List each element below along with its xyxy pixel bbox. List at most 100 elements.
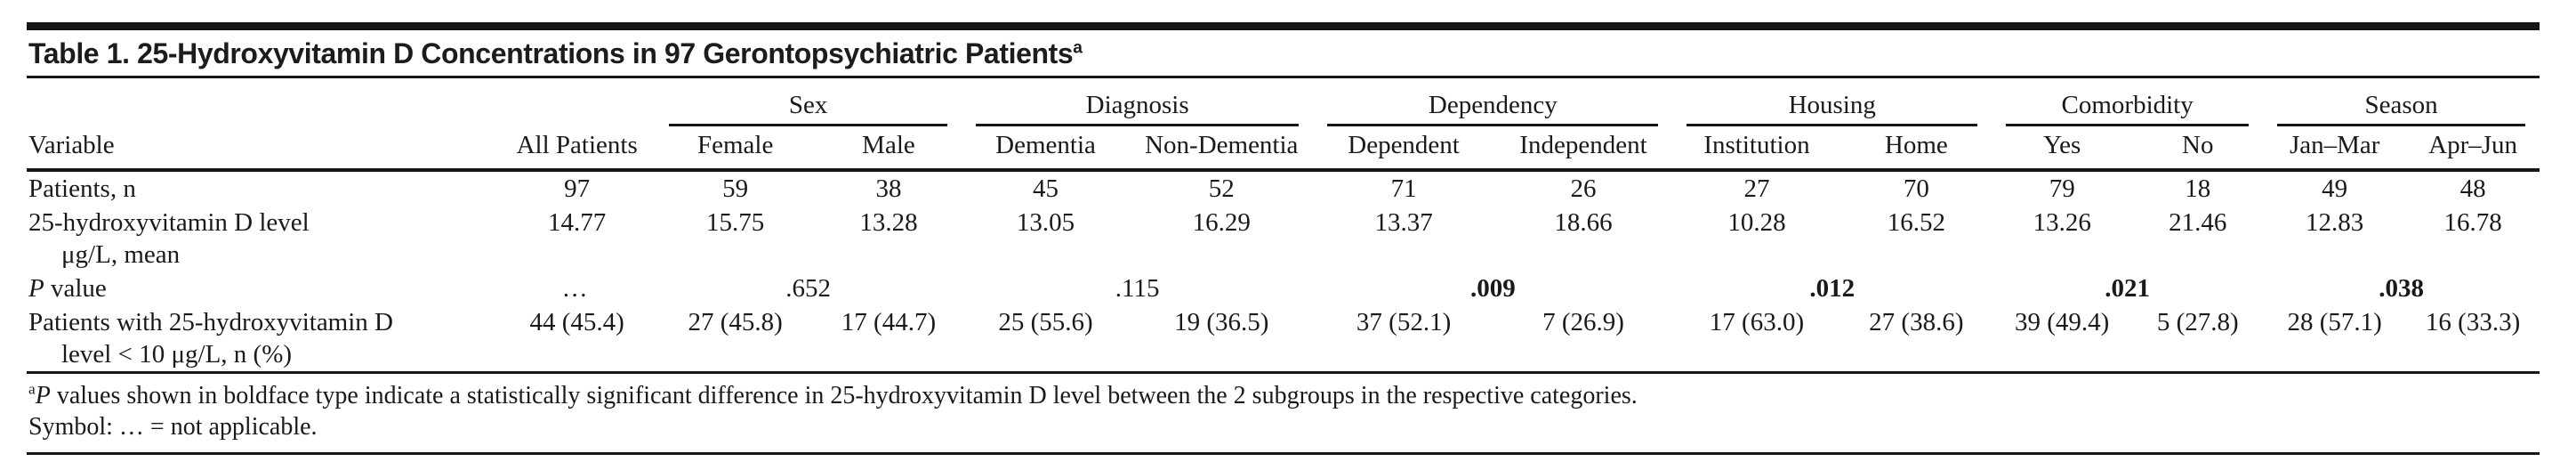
footnote-a-text: values shown in boldface type indicate a… <box>50 382 1638 409</box>
table-cell: 28 (57.1) <box>2287 308 2382 336</box>
table-title-superscript: a <box>1073 38 1083 58</box>
group-label-comorbidity: Comorbidity <box>2006 91 2250 126</box>
row-label: Patients, n <box>28 174 136 203</box>
column-header-no: No <box>2132 126 2264 172</box>
row-label-line1: 25-hydroxyvitamin D level <box>28 208 310 237</box>
footnote-symbol: Symbol: … = not applicable. <box>28 413 318 441</box>
footnotes: aP values shown in boldface type indicat… <box>27 374 2540 455</box>
table-cell: 13.05 <box>1016 208 1075 237</box>
table-cell: 13.37 <box>1374 208 1433 237</box>
table-cell: 97 <box>564 174 591 203</box>
table-cell: 12.83 <box>2306 208 2364 237</box>
p-label-rest: value <box>44 274 107 303</box>
column-header-jan-mar: Jan–Mar <box>2263 126 2407 172</box>
column-header-female: Female <box>655 126 817 172</box>
table-cell: 17 (44.7) <box>841 308 937 336</box>
table-cell: 13.28 <box>859 208 918 237</box>
table-cell: 14.77 <box>548 208 607 237</box>
table-cell: 45 <box>1033 174 1059 203</box>
table-cell: 26 <box>1570 174 1597 203</box>
table-cell: 52 <box>1208 174 1235 203</box>
group-header-season: Season <box>2263 78 2540 126</box>
table-cell: 27 <box>1743 174 1770 203</box>
table-cell: 79 <box>2049 174 2075 203</box>
table-cell: 71 <box>1390 174 1417 203</box>
table-cell: 27 (45.8) <box>688 308 783 336</box>
column-header-dementia: Dementia <box>961 126 1131 172</box>
table-cell: 25 (55.6) <box>998 308 1093 336</box>
table-cell: 18 <box>2185 174 2211 203</box>
footnote-p-italic: P <box>35 382 51 409</box>
column-header-institution: Institution <box>1672 126 1841 172</box>
table-cell: 48 <box>2459 174 2486 203</box>
table-cell: 18.66 <box>1554 208 1613 237</box>
group-header-dependency: Dependency <box>1313 78 1672 126</box>
table-row-vitd-level: 25-hydroxyvitamin D level μg/L, mean 14.… <box>27 206 2540 271</box>
group-label-dependency: Dependency <box>1327 91 1659 126</box>
group-label-sex: Sex <box>669 91 947 126</box>
table-cell: 19 (36.5) <box>1174 308 1269 336</box>
table-cell: 5 (27.8) <box>2156 308 2239 336</box>
column-header-non-dementia: Non-Dementia <box>1130 126 1314 172</box>
p-value-housing: .012 <box>1809 274 1856 303</box>
table-title: Table 1. 25-Hydroxyvitamin D Concentrati… <box>27 30 2540 78</box>
table-header: Sex Diagnosis Dependency Housing Comorbi… <box>27 78 2540 172</box>
group-header-row: Sex Diagnosis Dependency Housing Comorbi… <box>27 78 2540 126</box>
column-header-dependent: Dependent <box>1313 126 1494 172</box>
table-cell: 37 (52.1) <box>1356 308 1452 336</box>
p-value-dependency: .009 <box>1469 274 1516 303</box>
table-cell: 15.75 <box>706 208 765 237</box>
table-cell: 16.52 <box>1887 208 1945 237</box>
p-value-diagnosis: .115 <box>1115 274 1160 303</box>
table-cell: 70 <box>1903 174 1929 203</box>
table-cell: 17 (63.0) <box>1709 308 1805 336</box>
table-cell: 16.78 <box>2443 208 2502 237</box>
group-label-season: Season <box>2277 91 2525 126</box>
row-label-line2: level < 10 μg/L, n (%) <box>61 340 293 369</box>
group-header-comorbidity: Comorbidity <box>1992 78 2263 126</box>
table-cell: … <box>561 274 592 303</box>
column-header-yes: Yes <box>1992 126 2133 172</box>
row-label: P value <box>27 271 499 305</box>
table-cell: 16.29 <box>1192 208 1251 237</box>
row-label-line2: μg/L, mean <box>61 240 181 269</box>
table-row-p-value: P value … .652 .115 .009 .012 .021 .038 <box>27 271 2540 305</box>
column-header-male: Male <box>816 126 962 172</box>
paper-table-panel: Table 1. 25-Hydroxyvitamin D Concentrati… <box>27 22 2540 455</box>
table-cell: 49 <box>2322 174 2348 203</box>
column-header-apr-jun: Apr–Jun <box>2406 126 2540 172</box>
column-header-row: Variable All Patients Female Male Dement… <box>27 126 2540 172</box>
group-header-spacer-all-patients <box>499 78 655 126</box>
column-header-variable: Variable <box>27 126 500 172</box>
table-title-text: Table 1. 25-Hydroxyvitamin D Concentrati… <box>28 37 1074 69</box>
footnote-a: aP values shown in boldface type indicat… <box>28 380 2540 411</box>
table-cell: 38 <box>875 174 902 203</box>
row-label: 25-hydroxyvitamin D level μg/L, mean <box>27 206 499 271</box>
footnote-marker: a <box>28 380 36 398</box>
column-header-all-patients: All Patients <box>499 126 656 172</box>
table-cell: 13.26 <box>2033 208 2091 237</box>
table-cell: 44 (45.4) <box>529 308 624 336</box>
row-label: Patients with 25-hydroxyvitamin D level … <box>27 305 499 373</box>
table-cell: 7 (26.9) <box>1542 308 1624 336</box>
group-label-housing: Housing <box>1686 91 1978 126</box>
group-header-housing: Housing <box>1672 78 1992 126</box>
group-header-diagnosis: Diagnosis <box>962 78 1313 126</box>
p-value-comorbidity: .021 <box>2105 274 2150 303</box>
table-cell: 39 (49.4) <box>2015 308 2110 336</box>
p-italic: P <box>28 274 44 303</box>
column-header-independent: Independent <box>1493 126 1673 172</box>
top-heavy-rule <box>27 22 2540 30</box>
p-value-season: .038 <box>2379 274 2424 303</box>
group-label-diagnosis: Diagnosis <box>975 91 1300 126</box>
row-label-line1: Patients with 25-hydroxyvitamin D <box>28 308 393 336</box>
table-cell: 10.28 <box>1727 208 1786 237</box>
table-body: Patients, n 97 59 38 45 52 71 26 27 70 7… <box>27 170 2540 373</box>
table-cell: 59 <box>722 174 749 203</box>
table-row-low-vitd: Patients with 25-hydroxyvitamin D level … <box>27 305 2540 373</box>
table-cell: 27 (38.6) <box>1869 308 1964 336</box>
p-value-sex: .652 <box>785 274 831 303</box>
table-cell: 21.46 <box>2169 208 2227 237</box>
table-cell: 16 (33.3) <box>2425 308 2521 336</box>
group-header-sex: Sex <box>655 78 962 126</box>
